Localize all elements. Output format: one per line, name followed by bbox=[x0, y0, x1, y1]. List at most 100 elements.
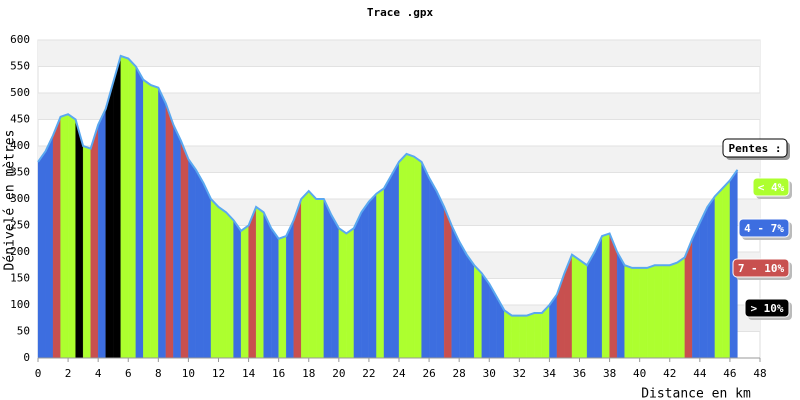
slope-segment bbox=[601, 233, 610, 359]
slope-segment bbox=[376, 188, 385, 359]
slope-segment bbox=[60, 113, 69, 359]
slope-segment bbox=[511, 315, 520, 359]
x-tick-label: 24 bbox=[392, 367, 406, 380]
slope-segment bbox=[233, 219, 242, 359]
slope-segment bbox=[639, 267, 648, 359]
y-tick-label: 50 bbox=[17, 325, 30, 338]
slope-segment bbox=[624, 265, 633, 359]
slope-segment bbox=[240, 225, 249, 359]
slope-segment bbox=[128, 58, 136, 359]
slope-segment bbox=[203, 183, 212, 359]
legend-label: 7 - 10% bbox=[738, 262, 785, 275]
slope-segment bbox=[368, 193, 377, 359]
slope-segment bbox=[413, 156, 422, 359]
slope-segment bbox=[443, 206, 452, 359]
slope-segment bbox=[195, 169, 204, 359]
slope-segment bbox=[722, 180, 731, 359]
slope-segment bbox=[255, 206, 264, 359]
slope-segment bbox=[451, 225, 460, 359]
legend-swatch bbox=[752, 177, 790, 197]
legend-swatch bbox=[738, 218, 790, 238]
slope-segment bbox=[361, 201, 370, 359]
slope-segment bbox=[331, 214, 339, 359]
y-tick-label: 550 bbox=[10, 60, 30, 73]
slope-segment bbox=[504, 310, 512, 359]
slope-segment bbox=[616, 251, 625, 359]
x-tick-label: 12 bbox=[212, 367, 225, 380]
slope-segment bbox=[270, 227, 279, 359]
legend-swatch bbox=[732, 258, 790, 278]
slope-segment bbox=[586, 251, 595, 359]
slope-segment bbox=[662, 265, 670, 359]
x-tick-label: 6 bbox=[125, 367, 132, 380]
y-tick-label: 600 bbox=[10, 33, 30, 46]
chart-title: Trace .gpx bbox=[367, 6, 434, 19]
legend-title: Pentes : bbox=[729, 142, 782, 155]
x-tick-label: 40 bbox=[633, 367, 646, 380]
slope-segment bbox=[534, 312, 543, 359]
slope-segment bbox=[82, 145, 91, 359]
slope-segment bbox=[135, 65, 144, 359]
x-tick-label: 34 bbox=[543, 367, 557, 380]
x-tick-label: 10 bbox=[182, 367, 195, 380]
slope-segment bbox=[301, 190, 309, 359]
slope-segment bbox=[248, 206, 257, 359]
slope-segment bbox=[474, 264, 482, 359]
grid-band bbox=[38, 40, 760, 67]
slope-segment bbox=[98, 108, 106, 359]
legend-label: < 4% bbox=[758, 181, 785, 194]
slope-segment bbox=[609, 233, 618, 359]
slope-segment bbox=[37, 150, 46, 359]
slope-segment bbox=[263, 212, 272, 359]
slope-segment bbox=[90, 124, 99, 359]
slope-segment bbox=[293, 198, 302, 359]
x-tick-label: 32 bbox=[513, 367, 526, 380]
x-tick-label: 4 bbox=[95, 367, 102, 380]
slope-segment bbox=[286, 220, 294, 359]
x-tick-label: 42 bbox=[663, 367, 676, 380]
x-tick-label: 48 bbox=[753, 367, 766, 380]
slope-segment bbox=[143, 79, 151, 359]
slope-segment bbox=[383, 174, 392, 359]
legend-label: 4 - 7% bbox=[744, 222, 784, 235]
x-tick-label: 38 bbox=[603, 367, 616, 380]
slope-segment bbox=[594, 236, 603, 359]
slope-segment bbox=[173, 124, 182, 359]
x-tick-label: 2 bbox=[65, 367, 72, 380]
slope-segment bbox=[188, 158, 197, 359]
legend-label: > 10% bbox=[750, 302, 783, 315]
x-tick-label: 30 bbox=[483, 367, 496, 380]
slope-segment bbox=[150, 84, 159, 359]
slope-segment bbox=[210, 198, 219, 359]
slope-segment bbox=[67, 113, 76, 359]
y-tick-label: 400 bbox=[10, 139, 30, 152]
x-tick-label: 46 bbox=[723, 367, 736, 380]
slope-segment bbox=[428, 177, 437, 359]
slope-segment bbox=[466, 254, 475, 359]
slope-segment bbox=[436, 190, 445, 359]
y-tick-label: 500 bbox=[10, 86, 30, 99]
x-tick-label: 36 bbox=[573, 367, 586, 380]
slope-segment bbox=[579, 259, 588, 359]
x-tick-label: 26 bbox=[422, 367, 435, 380]
y-tick-label: 0 bbox=[23, 351, 30, 364]
x-tick-label: 8 bbox=[155, 367, 162, 380]
slope-segment bbox=[459, 240, 467, 359]
y-tick-label: 350 bbox=[10, 166, 30, 179]
slope-segment bbox=[308, 190, 317, 359]
x-tick-label: 0 bbox=[35, 367, 42, 380]
x-tick-label: 20 bbox=[332, 367, 345, 380]
slope-segment bbox=[677, 257, 685, 359]
slope-segment bbox=[180, 140, 189, 359]
x-tick-label: 22 bbox=[362, 367, 375, 380]
slope-segment bbox=[158, 87, 167, 359]
slope-segment bbox=[316, 198, 324, 359]
slope-segment bbox=[669, 262, 678, 359]
slope-segment bbox=[278, 235, 287, 359]
x-tick-label: 16 bbox=[272, 367, 285, 380]
slope-segment bbox=[654, 265, 663, 359]
slope-segment bbox=[45, 135, 54, 359]
slope-segment bbox=[323, 198, 332, 359]
slope-segment bbox=[391, 161, 400, 359]
legend-swatch bbox=[744, 298, 790, 318]
